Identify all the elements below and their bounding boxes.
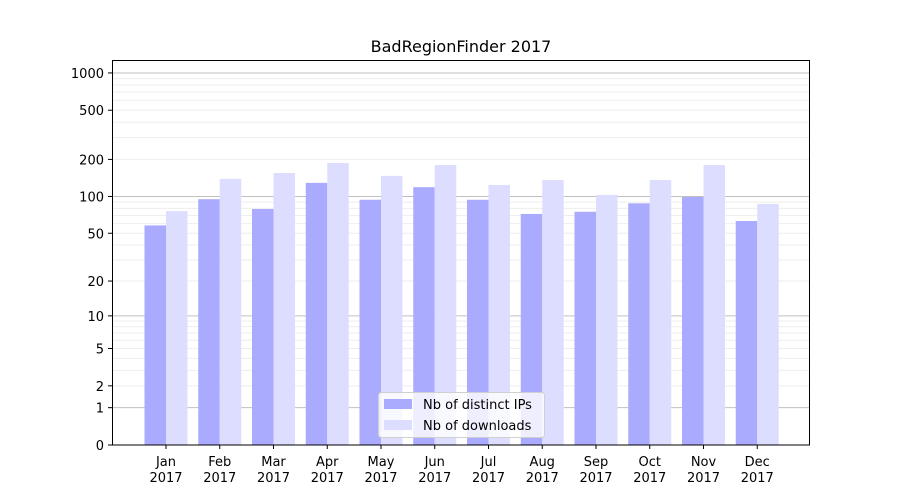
x-tick-label: Apr [316, 455, 339, 470]
bar-distinct-ips [413, 187, 435, 445]
bar-downloads [542, 180, 564, 446]
bar-distinct-ips [520, 213, 543, 445]
x-tick-label: Jul [480, 455, 497, 470]
y-tick-label: 500 [79, 104, 104, 119]
y-tick-label: 10 [87, 310, 104, 325]
bar-distinct-ips [359, 199, 381, 445]
y-tick-label: 50 [87, 227, 104, 242]
x-tick-label: May [368, 455, 395, 470]
bar-downloads [327, 163, 349, 445]
x-tick-label: 2017 [311, 471, 344, 486]
x-tick-label: Jun [424, 455, 445, 470]
y-tick-label: 1 [96, 402, 104, 417]
x-tick-label: 2017 [149, 471, 182, 486]
bar-distinct-ips [467, 199, 489, 445]
x-tick-label: 2017 [741, 471, 774, 486]
x-tick-label: Oct [639, 455, 661, 470]
x-tick-label: Sep [584, 455, 609, 470]
x-tick-label: Mar [261, 455, 286, 470]
x-tick-label: 2017 [579, 471, 612, 486]
y-tick-label: 0 [96, 439, 104, 454]
y-tick-label: 5 [96, 343, 104, 358]
x-tick-label: 2017 [257, 471, 290, 486]
bar-downloads [703, 165, 725, 445]
x-tick-label: 2017 [633, 471, 666, 486]
legend-box [378, 392, 545, 438]
bar-downloads [488, 184, 510, 445]
x-tick-label: 2017 [203, 471, 236, 486]
bar-distinct-ips [574, 211, 596, 445]
x-tick-label: Nov [691, 455, 717, 470]
bar-distinct-ips [628, 203, 650, 445]
y-tick-label: 2 [96, 380, 104, 395]
x-tick-label: Aug [530, 455, 555, 470]
bar-downloads [219, 178, 242, 445]
bar-distinct-ips [252, 209, 274, 445]
y-tick-label: 1000 [71, 67, 104, 82]
bar-distinct-ips [144, 225, 166, 445]
bar-downloads [757, 203, 779, 445]
bar-downloads [649, 180, 672, 446]
legend-swatch [384, 420, 412, 430]
plot-frame [112, 60, 810, 446]
bar-downloads [434, 165, 457, 445]
legend-label: Nb of distinct IPs [423, 398, 532, 413]
bar-distinct-ips [198, 199, 220, 445]
legend: Nb of distinct IPs Nb of downloads [378, 392, 545, 438]
legend-label: Nb of downloads [423, 419, 532, 434]
x-tick-label: Jan [155, 455, 176, 470]
x-tick-label: 2017 [687, 471, 720, 486]
bar-distinct-ips [735, 221, 758, 445]
chart-title: BadRegionFinder 2017 [371, 37, 552, 56]
bar-downloads [273, 173, 295, 445]
y-tick-label: 200 [79, 153, 104, 168]
y-tick-label: 100 [79, 190, 104, 205]
bar-downloads [166, 211, 188, 445]
x-tick-label: 2017 [364, 471, 397, 486]
bar-downloads [596, 194, 618, 445]
x-tick-label: Dec [745, 455, 770, 470]
bar-distinct-ips [682, 197, 704, 445]
x-tick-label: 2017 [418, 471, 451, 486]
x-tick-label: 2017 [526, 471, 559, 486]
y-tick-label: 20 [87, 275, 104, 290]
x-tick-label: Feb [208, 455, 231, 470]
x-tick-label: 2017 [472, 471, 505, 486]
bar-downloads [381, 175, 403, 445]
legend-swatch [384, 399, 412, 409]
bar-distinct-ips [305, 182, 328, 445]
